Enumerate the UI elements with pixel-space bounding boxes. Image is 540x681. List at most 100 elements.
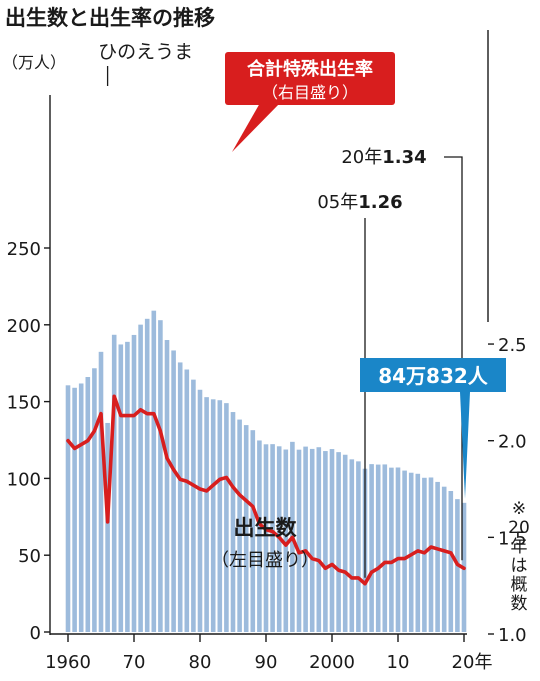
births-bar (144, 318, 150, 632)
births-bar (323, 451, 328, 632)
note-char: 数 (510, 594, 528, 614)
births-bar (184, 369, 190, 632)
births-bar (217, 400, 223, 632)
births-bar (197, 389, 203, 632)
note-char: 年 (510, 537, 528, 557)
left-axis-tick-label: 250 (7, 239, 41, 260)
births-bar (342, 454, 348, 632)
births-bar (382, 464, 388, 632)
births-bar (158, 320, 163, 632)
fertility-legend-sub: （右目盛り） (262, 83, 358, 102)
births-bar (283, 449, 289, 632)
births-bar (237, 419, 242, 632)
births-bar (151, 310, 157, 632)
fertility-legend-box (225, 52, 395, 105)
note-char: ※ (511, 499, 527, 519)
births-bar (263, 444, 269, 632)
births-bar (65, 385, 71, 632)
y2005-prefix: 05年 (317, 192, 358, 213)
births-2020-value: 84万832人 (378, 364, 489, 388)
births-bar (138, 324, 143, 632)
left-axis-tick-label: 150 (7, 393, 41, 414)
births-bar (177, 362, 183, 632)
note-char: 20 (508, 518, 530, 538)
annotations: ひのえうま 05年1.26 20年1.34 84万832人 (98, 41, 506, 578)
x-axis-tick-label: 2000 (309, 652, 355, 673)
births-bar (230, 412, 236, 632)
note-char: は (510, 556, 528, 576)
births-bar (422, 477, 427, 632)
chart-title: 出生数と出生率の推移 (5, 6, 215, 30)
births-2020-pointer (460, 392, 470, 499)
fertility-legend-name: 合計特殊出生率 (247, 58, 373, 80)
births-bar (111, 334, 117, 632)
births-bar (316, 447, 322, 632)
births-bar (191, 379, 196, 632)
x-axis-tick-label: 20年 (452, 652, 493, 673)
births-bar (164, 340, 170, 632)
births-bar (329, 449, 335, 632)
births-bar (408, 472, 414, 632)
births-bar (243, 425, 249, 632)
births-bar (356, 461, 361, 632)
note-char: 概 (510, 575, 528, 595)
births-bar (125, 341, 130, 632)
births-bar (369, 464, 374, 632)
births-legend-name: 出生数 (234, 516, 298, 540)
births-bar (78, 383, 84, 632)
left-axis-unit: （万人） (2, 53, 66, 72)
fertility-legend: 合計特殊出生率 （右目盛り） (225, 52, 395, 152)
births-bar (72, 387, 77, 632)
births-bar (210, 399, 216, 632)
births-bar (402, 470, 407, 632)
left-axis-tick-label: 100 (7, 469, 41, 490)
births-bar (349, 459, 355, 632)
x-axis-tick-label: 1960 (45, 652, 91, 673)
births-legend-sub: （左目盛り） (211, 550, 319, 571)
births-bar (270, 444, 275, 632)
x-axis-tick-label: 10 (387, 652, 410, 673)
left-axis-tick-label: 50 (18, 546, 41, 567)
births-bar (92, 368, 97, 632)
births-bar (441, 486, 447, 632)
births-bar (171, 350, 176, 632)
right-axis-tick-label: 2.0 (498, 432, 527, 453)
births-bar (336, 452, 341, 632)
births-bar (98, 351, 104, 632)
births-bar (309, 448, 315, 632)
y2005-value: 1.26 (358, 192, 402, 213)
births-bar (389, 467, 394, 632)
births-bar (85, 377, 91, 632)
y2020-prefix: 20年 (341, 147, 382, 168)
left-axis-tick-label: 200 (7, 316, 41, 337)
provisional-note: ※ 20 年 は 概 数 (503, 500, 535, 614)
right-axis-tick-label: 1.0 (498, 625, 527, 646)
births-legend: 出生数 （左目盛り） (211, 516, 319, 571)
x-axis-tick-label: 70 (123, 652, 146, 673)
y2020-label: 20年1.34 (341, 147, 426, 168)
births-bar (448, 491, 454, 632)
births-bar (105, 422, 110, 632)
births-bar (224, 403, 229, 632)
births-bar (250, 430, 256, 632)
births-bar (118, 344, 124, 632)
y2020-value: 1.34 (382, 147, 426, 168)
births-bar (303, 446, 308, 632)
births-bar (428, 477, 434, 632)
fertility-legend-pointer (232, 103, 280, 152)
births-bar (395, 467, 401, 632)
right-axis-tick-label: 1.5 (498, 528, 527, 549)
births-2020-callout (360, 358, 506, 392)
hinoeuma-label: ひのえうま (98, 41, 193, 63)
fertility-line (66, 394, 466, 586)
x-axis: 1960 70 80 90 2000 10 20年 (45, 633, 493, 673)
y2005-label: 05年1.26 (317, 192, 402, 213)
right-axis: 1.0 1.5 2.0 2.5 (487, 30, 527, 646)
left-axis: 0 50 100 150 200 250 (7, 95, 51, 644)
right-axis-tick-label: 2.5 (498, 335, 527, 356)
births-bar (204, 397, 209, 632)
births-bar (296, 449, 302, 632)
x-axis-tick-label: 80 (189, 652, 212, 673)
left-axis-tick-label: 0 (30, 623, 41, 644)
